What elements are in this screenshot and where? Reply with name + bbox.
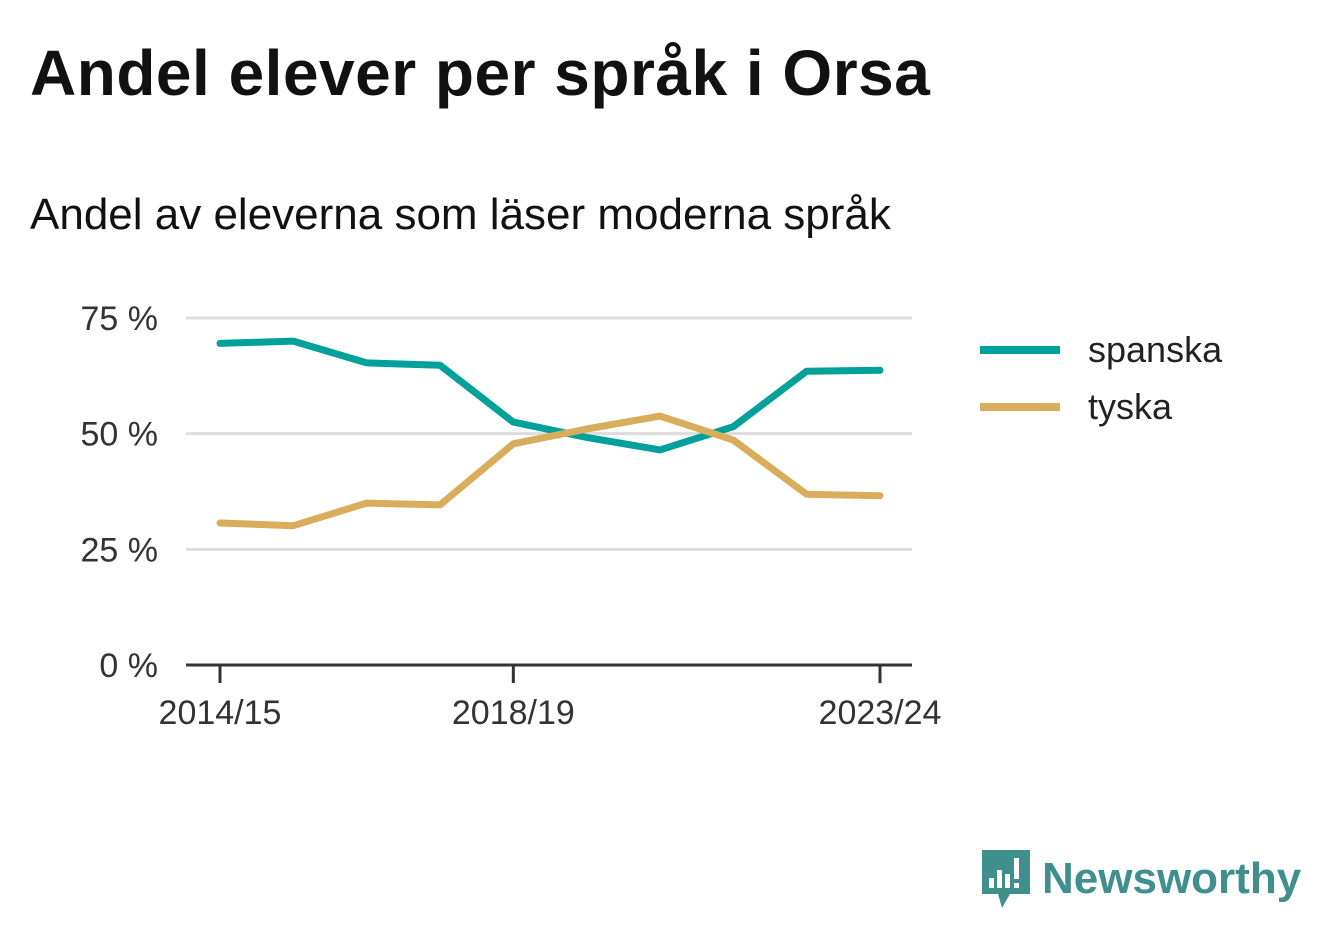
x-tick-label: 2023/24 xyxy=(819,694,942,732)
x-tick-label: 2018/19 xyxy=(452,694,575,732)
newsworthy-logo-icon xyxy=(982,850,1030,908)
legend-label-spanska: spanska xyxy=(1088,329,1223,370)
x-tick-label: 2014/15 xyxy=(159,694,282,732)
series-line-tyska xyxy=(216,412,884,530)
series-line-spanska xyxy=(216,337,884,454)
brand-name: Newsworthy xyxy=(1042,854,1302,903)
x-axis-tick-labels: 2014/15 2018/19 2023/24 xyxy=(159,694,942,732)
newsworthy-brand: Newsworthy xyxy=(980,848,1301,910)
y-tick-label: 50 % xyxy=(81,416,159,454)
legend: spanska tyska xyxy=(980,329,1223,427)
legend-label-tyska: tyska xyxy=(1088,386,1173,427)
series-lines xyxy=(216,337,884,530)
y-tick-label: 25 % xyxy=(81,531,159,569)
chart-subtitle: Andel av eleverna som läser moderna språ… xyxy=(30,190,891,239)
y-axis-tick-labels: 0 % 25 % 50 % 75 % xyxy=(81,300,159,685)
y-tick-label: 0 % xyxy=(99,647,158,685)
x-axis xyxy=(186,663,912,683)
y-tick-label: 75 % xyxy=(81,300,159,338)
chart-title: Andel elever per språk i Orsa xyxy=(30,37,931,109)
